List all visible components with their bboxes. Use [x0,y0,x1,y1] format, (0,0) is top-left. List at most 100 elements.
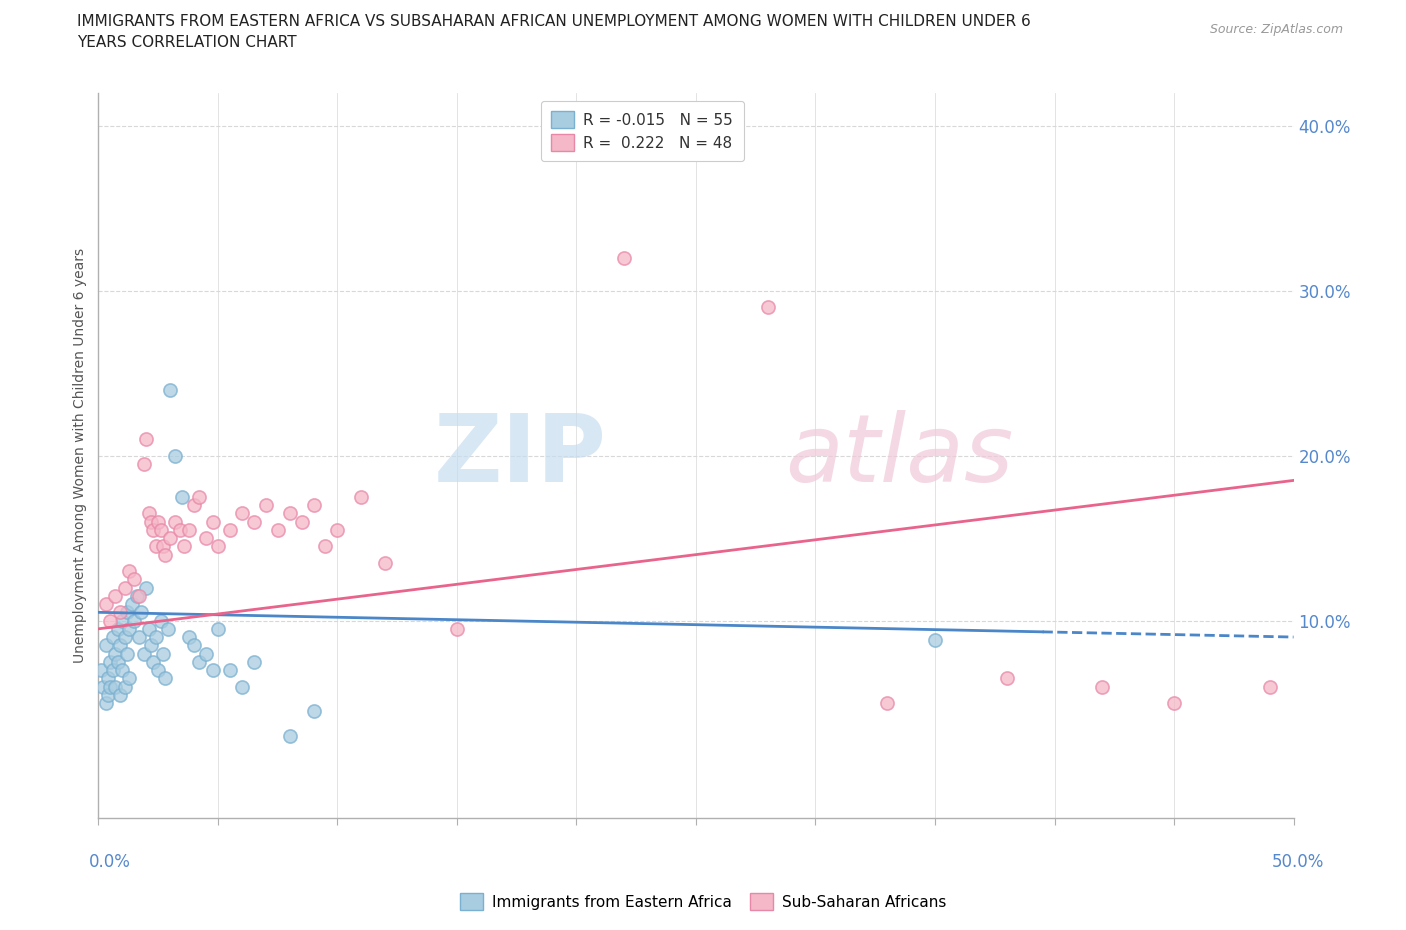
Point [291,514,314,529]
Point [1258,679,1281,694]
Point [163,448,186,463]
Point [187,655,209,670]
Point [145,539,167,554]
Point [1091,679,1114,694]
Point [111,613,134,628]
Point [139,514,162,529]
Point [169,523,191,538]
Point [104,589,127,604]
Point [187,489,209,504]
Point [107,621,129,636]
Point [111,662,134,677]
Point [876,696,898,711]
Point [149,613,172,628]
Point [195,531,218,546]
Point [183,638,205,653]
Point [374,555,396,570]
Point [98,679,122,694]
Point [97,671,120,685]
Point [254,498,277,512]
Text: 50.0%: 50.0% [1271,853,1324,870]
Point [97,687,120,702]
Point [924,633,946,648]
Point [114,580,136,595]
Point [756,299,779,314]
Point [94,597,117,612]
Point [132,646,155,661]
Point [278,506,301,521]
Point [94,696,117,711]
Point [142,523,165,538]
Point [156,621,179,636]
Text: ZIP: ZIP [433,410,606,501]
Text: Source: ZipAtlas.com: Source: ZipAtlas.com [1209,23,1343,36]
Point [114,630,136,644]
Point [94,638,117,653]
Point [302,704,325,719]
Point [98,613,122,628]
Point [91,679,114,694]
Y-axis label: Unemployment Among Women with Children Under 6 years: Unemployment Among Women with Children U… [73,248,87,663]
Point [135,580,157,595]
Point [152,646,174,661]
Point [202,514,225,529]
Point [121,597,143,612]
Point [145,630,167,644]
Point [219,662,242,677]
Text: IMMIGRANTS FROM EASTERN AFRICA VS SUBSAHARAN AFRICAN UNEMPLOYMENT AMONG WOMEN WI: IMMIGRANTS FROM EASTERN AFRICA VS SUBSAH… [77,14,1031,29]
Point [219,523,242,538]
Point [138,621,160,636]
Point [243,655,266,670]
Point [101,630,124,644]
Point [231,679,253,694]
Point [231,506,253,521]
Point [118,564,141,578]
Text: YEARS CORRELATION CHART: YEARS CORRELATION CHART [77,35,297,50]
Point [350,489,373,504]
Point [135,432,157,446]
Point [159,531,181,546]
Point [118,621,141,636]
Point [278,728,301,743]
Point [179,523,201,538]
Point [139,638,162,653]
Point [179,630,201,644]
Point [125,589,148,604]
Point [114,679,136,694]
Point [118,671,141,685]
Point [108,638,131,653]
Point [172,489,194,504]
Point [148,514,170,529]
Point [152,539,174,554]
Point [202,662,225,677]
Point [124,572,146,587]
Point [107,655,129,670]
Point [1163,696,1185,711]
Point [142,655,165,670]
Point [108,604,131,619]
Point [446,621,468,636]
Point [128,589,150,604]
Point [128,630,150,644]
Text: atlas: atlas [786,410,1014,501]
Point [132,457,155,472]
Point [104,646,127,661]
Point [108,687,131,702]
Point [155,671,177,685]
Point [315,539,337,554]
Point [98,655,122,670]
Text: 0.0%: 0.0% [89,853,131,870]
Point [195,646,218,661]
Point [267,523,290,538]
Point [159,382,181,397]
Point [613,250,636,265]
Point [302,498,325,512]
Point [163,514,186,529]
Point [104,679,127,694]
Legend: R = -0.015   N = 55, R =  0.222   N = 48: R = -0.015 N = 55, R = 0.222 N = 48 [540,100,744,162]
Point [995,671,1018,685]
Point [155,547,177,562]
Point [326,523,349,538]
Point [124,613,146,628]
Point [173,539,195,554]
